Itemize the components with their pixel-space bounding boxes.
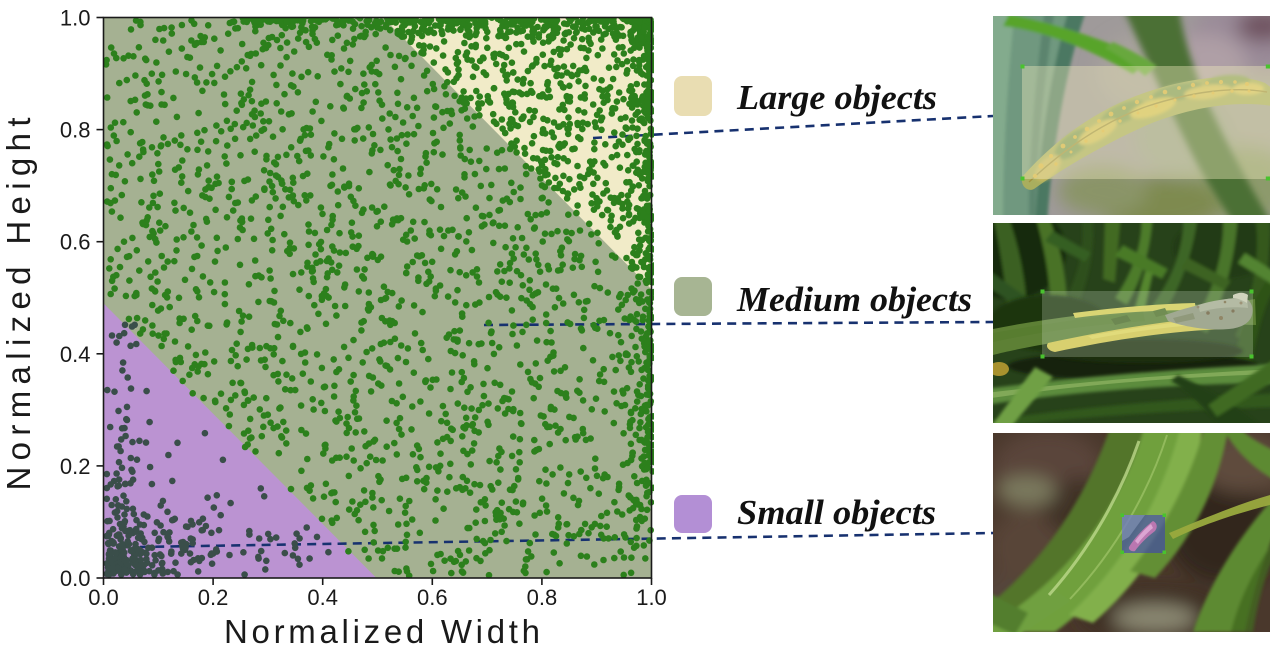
svg-text:Medium objects: Medium objects: [736, 280, 972, 319]
svg-text:0.4: 0.4: [307, 585, 338, 610]
svg-text:Normalized Width: Normalized Width: [224, 613, 540, 650]
svg-text:Normalized Height: Normalized Height: [0, 118, 37, 491]
svg-text:0.6: 0.6: [60, 230, 91, 255]
svg-text:0.8: 0.8: [527, 585, 558, 610]
svg-text:0.6: 0.6: [417, 585, 448, 610]
svg-text:Small objects: Small objects: [737, 493, 936, 532]
svg-text:Large objects: Large objects: [736, 78, 937, 117]
svg-text:1.0: 1.0: [636, 585, 667, 610]
svg-text:0.2: 0.2: [60, 454, 91, 479]
svg-text:0.2: 0.2: [198, 585, 229, 610]
svg-text:0.4: 0.4: [60, 342, 91, 367]
svg-text:0.8: 0.8: [60, 118, 91, 143]
svg-text:0.0: 0.0: [88, 585, 119, 610]
svg-text:0.0: 0.0: [60, 566, 91, 591]
svg-text:1.0: 1.0: [60, 6, 91, 31]
